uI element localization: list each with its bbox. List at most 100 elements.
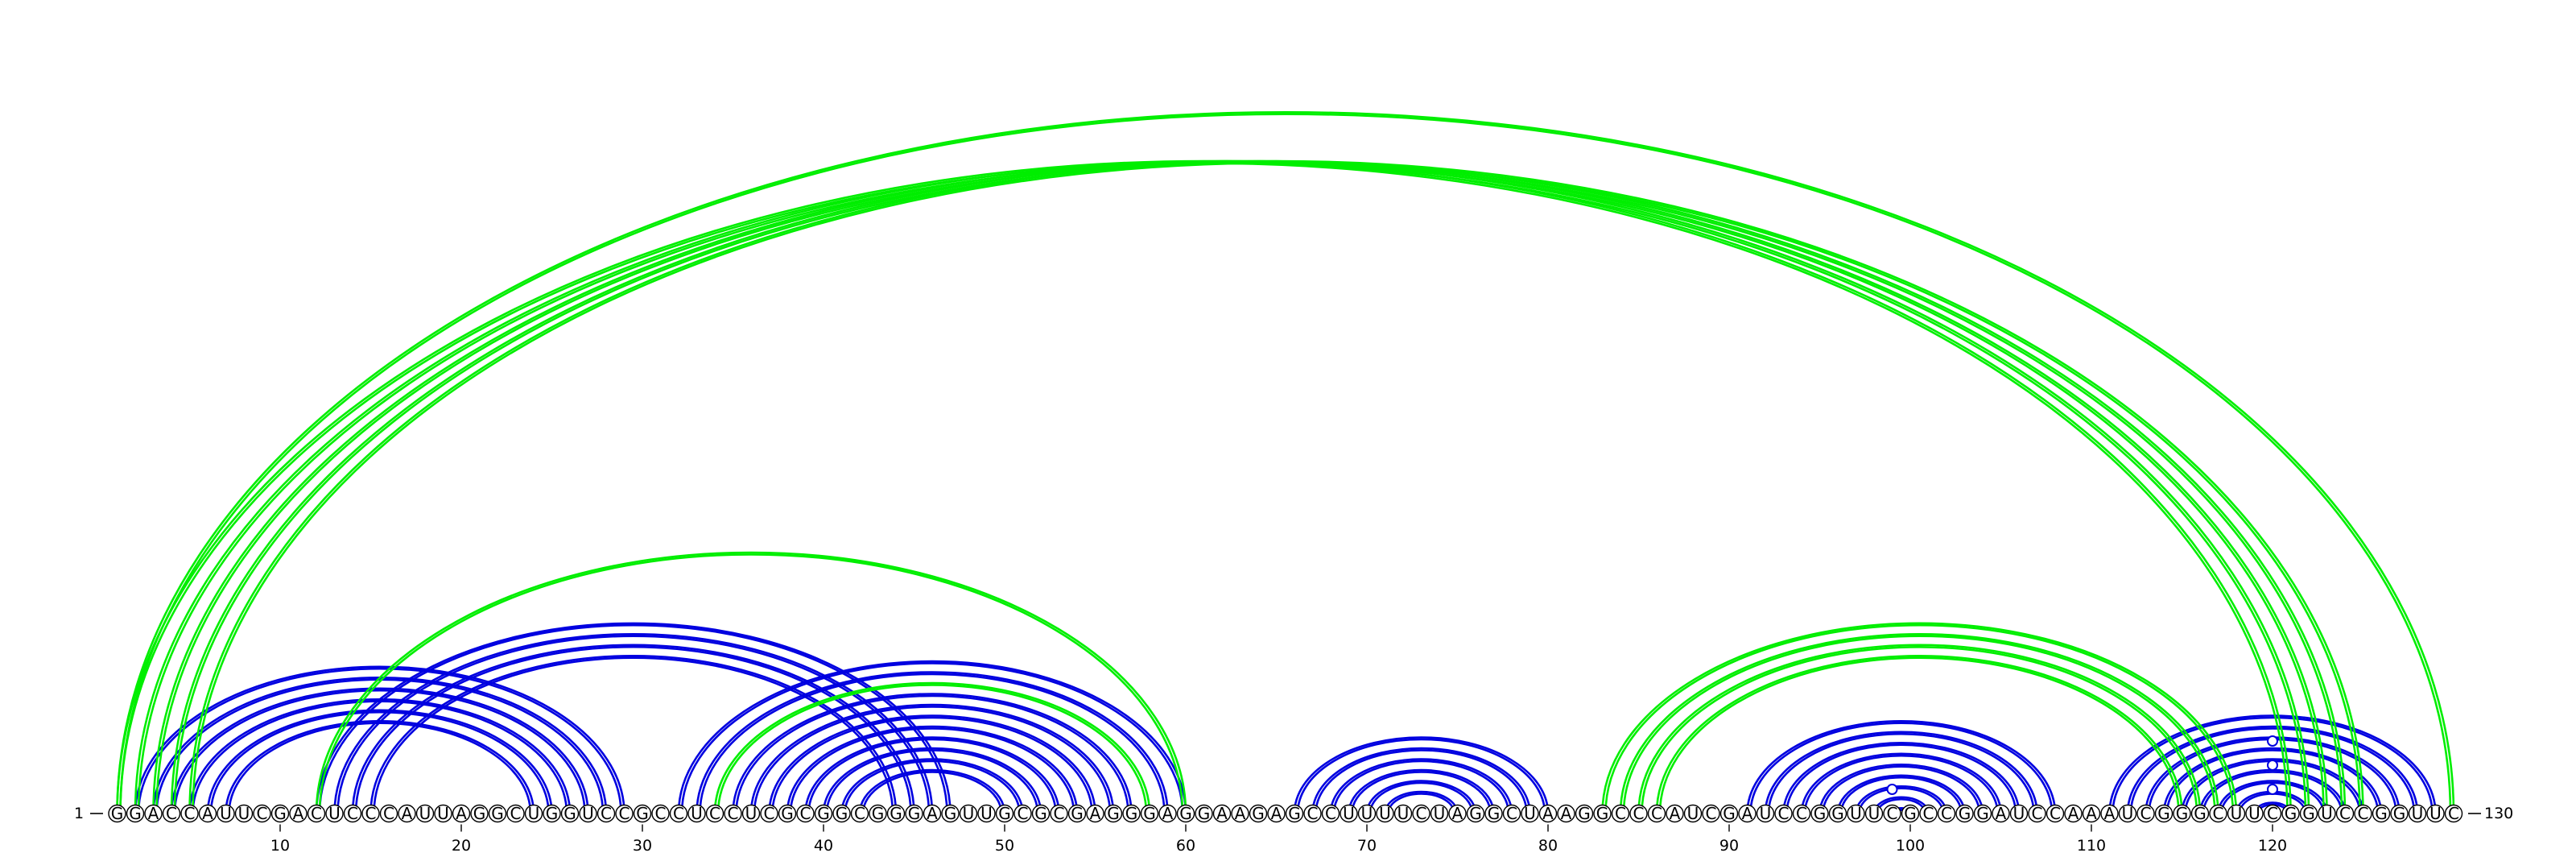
nucleotide-circle	[452, 804, 471, 823]
nucleotide-letter: C	[1796, 804, 1807, 823]
arc-stroke	[840, 758, 1024, 815]
nucleotide-circle	[1212, 804, 1232, 823]
nucleotide-letter: C	[800, 804, 811, 823]
arc-stroke	[170, 687, 589, 815]
nucleotide: G	[1901, 804, 1920, 823]
arc-stroke	[2202, 771, 2343, 815]
arc-stroke	[134, 159, 2310, 815]
nucleotide-circle	[1176, 804, 1195, 823]
nucleotide: U	[2118, 804, 2137, 823]
base-pair-arc	[1365, 780, 1477, 815]
nucleotide: U	[415, 804, 435, 823]
nucleotide-letter: G	[836, 804, 848, 823]
nucleotide-circle	[923, 804, 942, 823]
base-pair-arc	[732, 693, 1133, 815]
nucleotide-circle	[1285, 804, 1304, 823]
nucleotide-letter: G	[998, 804, 1011, 823]
nucleotide-letter: G	[1976, 804, 1989, 823]
nucleotide: C	[1013, 804, 1032, 823]
arc-stroke	[155, 678, 605, 815]
nucleotide-circle	[669, 804, 688, 823]
nucleotide-letter: C	[1651, 804, 1662, 823]
nucleotide: A	[2100, 804, 2119, 823]
nucleotide-circle	[379, 804, 398, 823]
nucleotide: A	[1666, 804, 1684, 823]
nucleotide-letter: U	[1524, 804, 1536, 823]
nucleotide: U	[1847, 804, 1865, 823]
base-pair-arc	[1293, 736, 1550, 815]
nucleotide-circle	[850, 804, 869, 823]
nucleotide-circle	[1629, 804, 1648, 823]
arc-stroke	[1293, 736, 1550, 815]
arc-stroke	[2126, 725, 2419, 815]
arc-stroke	[318, 623, 948, 815]
nucleotide: U	[2245, 804, 2264, 823]
nucleotide-letter: G	[636, 804, 649, 823]
nucleotide: G	[1195, 804, 1213, 823]
nucleotide-letter: U	[1343, 804, 1355, 823]
nucleotide-circle	[633, 804, 652, 823]
nucleotide-letter: C	[619, 804, 630, 823]
nucleotide-letter: U	[1434, 804, 1446, 823]
nucleotide-circle	[1484, 804, 1503, 823]
base-pair-arc	[1855, 785, 1948, 815]
nucleotide-circle	[1647, 804, 1666, 823]
nucleotide-circle	[126, 804, 145, 823]
nucleotide: G	[2299, 804, 2318, 823]
nucleotide-letter: C	[383, 804, 394, 823]
arc-stroke	[1855, 785, 1948, 815]
nucleotide-circle	[1937, 804, 1956, 823]
nucleotide-circle	[1992, 804, 2010, 823]
base-pair-arc	[786, 725, 1079, 815]
nucleotide-letter: G	[1814, 804, 1827, 823]
base-pair-arc	[1384, 790, 1459, 815]
nucleotide-letter: G	[1831, 804, 1844, 823]
nucleotide-circle	[1847, 804, 1865, 823]
nucleotide: G	[1955, 804, 1974, 823]
nucleotide-letter: C	[1506, 804, 1517, 823]
nucleotide-circle	[180, 804, 199, 823]
arc-stroke	[732, 693, 1133, 815]
nucleotide-letter: G	[491, 804, 504, 823]
nucleotide-letter: A	[1670, 804, 1681, 823]
nucleotide: U	[217, 804, 235, 823]
nucleotide: C	[1702, 804, 1720, 823]
base-pair-arc	[116, 159, 2292, 815]
nucleotide-circle	[814, 804, 833, 823]
nucleotide: A	[1267, 804, 1286, 823]
base-pair-arc	[1601, 622, 2238, 815]
nucleotide: C	[2028, 804, 2046, 823]
arc-stroke	[1368, 781, 1474, 815]
arc-stroke	[1800, 752, 2002, 815]
nucleotide: C	[1412, 804, 1430, 823]
tick-label: 20	[452, 837, 471, 855]
nucleotide-circle	[1249, 804, 1268, 823]
base-pair-arc	[2217, 780, 2328, 815]
arc-stroke	[680, 662, 1184, 815]
arc-stroke	[713, 681, 1151, 815]
arc-stroke	[134, 665, 625, 815]
nucleotide-letter: G	[890, 804, 902, 823]
nucleotide-circle	[1067, 804, 1087, 823]
nucleotide-circle	[198, 804, 217, 823]
arc-stroke	[1803, 754, 1999, 815]
nucleotide: A	[198, 804, 217, 823]
nucleotide-circle	[796, 804, 815, 823]
nucleotide: C	[760, 804, 778, 823]
nucleotide: G	[1031, 804, 1051, 823]
loop-markers	[1886, 735, 2278, 795]
nucleotide-circle	[2318, 804, 2336, 823]
arc-stroke	[753, 706, 1112, 815]
nucleotide: U	[1376, 804, 1394, 823]
nucleotide: A	[398, 804, 416, 823]
nucleotide-letter: A	[202, 804, 213, 823]
nucleotide-circle	[1521, 804, 1539, 823]
nucleotide-circle	[2136, 804, 2155, 823]
nucleotide-letter: U	[745, 804, 758, 823]
nucleotide-circle	[1158, 804, 1177, 823]
nucleotide: C	[615, 804, 634, 823]
nucleotide-circle	[1448, 804, 1467, 823]
arc-stroke	[825, 749, 1039, 815]
nucleotide-circle	[2245, 804, 2264, 823]
nucleotide: G	[2390, 804, 2409, 823]
